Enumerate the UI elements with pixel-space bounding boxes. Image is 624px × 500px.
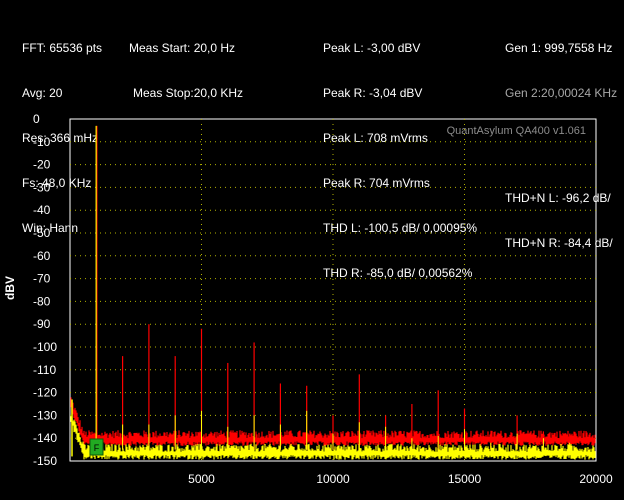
- meas-stop-text: Meas Stop:20,0 KHz: [133, 86, 244, 100]
- fundamental-peak: [95, 125, 98, 450]
- y-tick-label: -10: [33, 135, 51, 149]
- y-tick-label: -50: [33, 226, 51, 240]
- peak-r-dbv-text: Peak R: -3,04 dBV: [323, 86, 423, 100]
- x-tick-labels: 5000 10000 15000 20000: [188, 472, 613, 486]
- resolution-text: Res: 366 mHz: [22, 131, 99, 145]
- y-tick-label: 0: [33, 112, 40, 126]
- y-tick-label: -80: [33, 294, 51, 308]
- y-tick-label: -130: [33, 408, 57, 422]
- series-left: [70, 399, 596, 460]
- header-col3: Peak L: -3,00 dBV Peak R: -3,04 dBV Peak…: [323, 11, 477, 296]
- y-tick-label: -40: [33, 203, 51, 217]
- thdn-r-text: THD+N R: -84,4 dB/: [505, 236, 613, 250]
- peak-l-vrms-text: Peak L: 708 mVrms: [323, 131, 428, 145]
- header-col1: FFT: 65536 pts Avg: 20 Res: 366 mHz Fs: …: [22, 11, 102, 251]
- y-tick-label: -70: [33, 272, 51, 286]
- y-tick-label: -110: [33, 363, 56, 377]
- header-col4: Gen 1: 999,7558 Hz Gen 2:20,00024 KHz TH…: [505, 11, 624, 266]
- y-tick-label: -150: [33, 454, 57, 468]
- meas-start-text: Meas Start: 20,0 Hz: [129, 41, 236, 55]
- averages-text: Avg: 20: [22, 86, 63, 100]
- y-tick-label: -20: [33, 158, 51, 172]
- series-right: [70, 324, 596, 450]
- noise-floor-right: [70, 397, 596, 446]
- y-tick-label: -120: [33, 386, 57, 400]
- peak-l-dbv-text: Peak L: -3,00 dBV: [323, 41, 421, 55]
- y-tick-labels: 0 -10 -20 -30 -40 -50 -60 -70 -80 -90 -100 -110 -120…: [33, 112, 57, 468]
- sample-rate-text: Fs: 48,0 KHz: [22, 176, 92, 190]
- y-tick-label: -60: [33, 249, 51, 263]
- gen2-text: Gen 2:20,00024 KHz: [505, 86, 618, 100]
- thd-l-text: THD L: -100,5 dB/ 0,00095%: [323, 221, 478, 235]
- frequency-marker[interactable]: [89, 438, 104, 456]
- gen1-text: Gen 1: 999,7558 Hz: [505, 41, 613, 55]
- peak-r-vrms-text: Peak R: 704 mVrms: [323, 176, 430, 190]
- x-tick-label: 10000: [316, 472, 350, 486]
- y-tick-label: -90: [33, 317, 51, 331]
- watermark-text: QuantAsylum QA400 v1.061: [447, 125, 586, 137]
- thd-r-text: THD R: -85,0 dB/ 0,00562%: [323, 266, 473, 280]
- x-tick-label: 20000: [579, 472, 613, 486]
- y-tick-label: -140: [33, 431, 57, 445]
- x-tick-label: 15000: [448, 472, 482, 486]
- header-col2: Meas Start: 20,0 Hz Meas Stop:20,0 KHz: [129, 11, 243, 116]
- y-tick-label: -30: [33, 180, 51, 194]
- window-text: Win: Hann: [22, 221, 79, 235]
- noise-floor-left: [70, 416, 596, 460]
- y-tick-label: -100: [33, 340, 57, 354]
- fft-points-text: FFT: 65536 pts: [22, 41, 103, 55]
- thdn-l-text: THD+N L: -96,2 dB/: [505, 191, 611, 205]
- x-tick-label: 5000: [188, 472, 215, 486]
- frequency-marker-label: F: [94, 443, 100, 453]
